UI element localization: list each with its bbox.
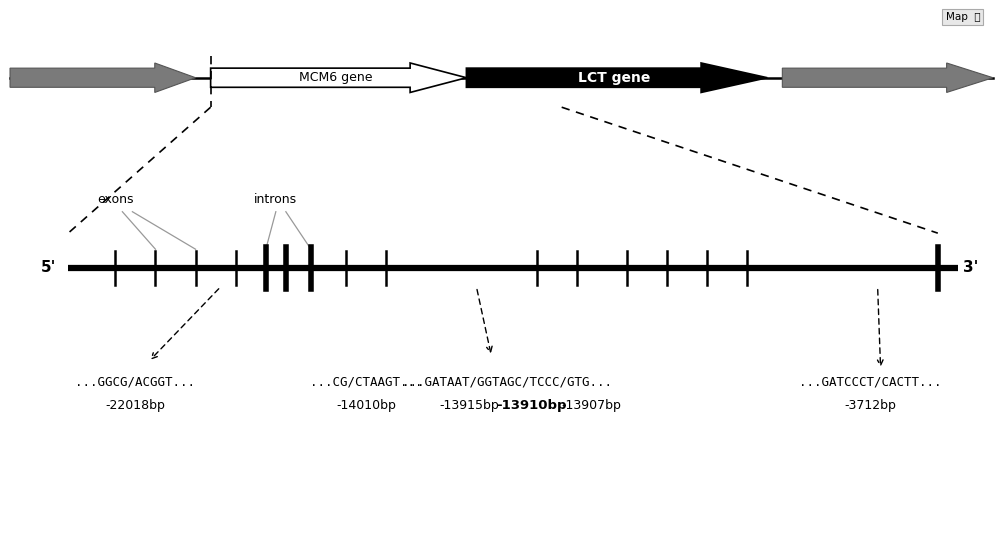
Polygon shape — [782, 63, 992, 92]
Polygon shape — [10, 63, 195, 92]
Text: Map  🏗: Map 🏗 — [945, 12, 979, 22]
Text: -14010bp: -14010bp — [336, 399, 396, 412]
Text: -13910bp: -13910bp — [496, 399, 566, 412]
Text: ...GATAAT/GGTAGC/TCCC/GTG...: ...GATAAT/GGTAGC/TCCC/GTG... — [401, 375, 611, 388]
Text: MCM6 gene: MCM6 gene — [299, 71, 373, 84]
Text: -13915bp: -13915bp — [439, 399, 499, 412]
Polygon shape — [466, 63, 767, 92]
Text: 5': 5' — [40, 260, 56, 276]
Text: -3712bp: -3712bp — [844, 399, 896, 412]
Text: ...GATCCCT/CACTT...: ...GATCCCT/CACTT... — [799, 375, 941, 388]
Text: exons: exons — [97, 193, 133, 206]
Text: ...CG/CTAAGT...: ...CG/CTAAGT... — [310, 375, 422, 388]
Text: -13907bp: -13907bp — [561, 399, 621, 412]
Text: LCT gene: LCT gene — [577, 71, 649, 85]
Text: 3': 3' — [962, 260, 978, 276]
Polygon shape — [210, 63, 466, 92]
Text: introns: introns — [255, 193, 297, 206]
Text: ...GGCG/ACGGT...: ...GGCG/ACGGT... — [75, 375, 195, 388]
Text: -22018bp: -22018bp — [105, 399, 165, 412]
